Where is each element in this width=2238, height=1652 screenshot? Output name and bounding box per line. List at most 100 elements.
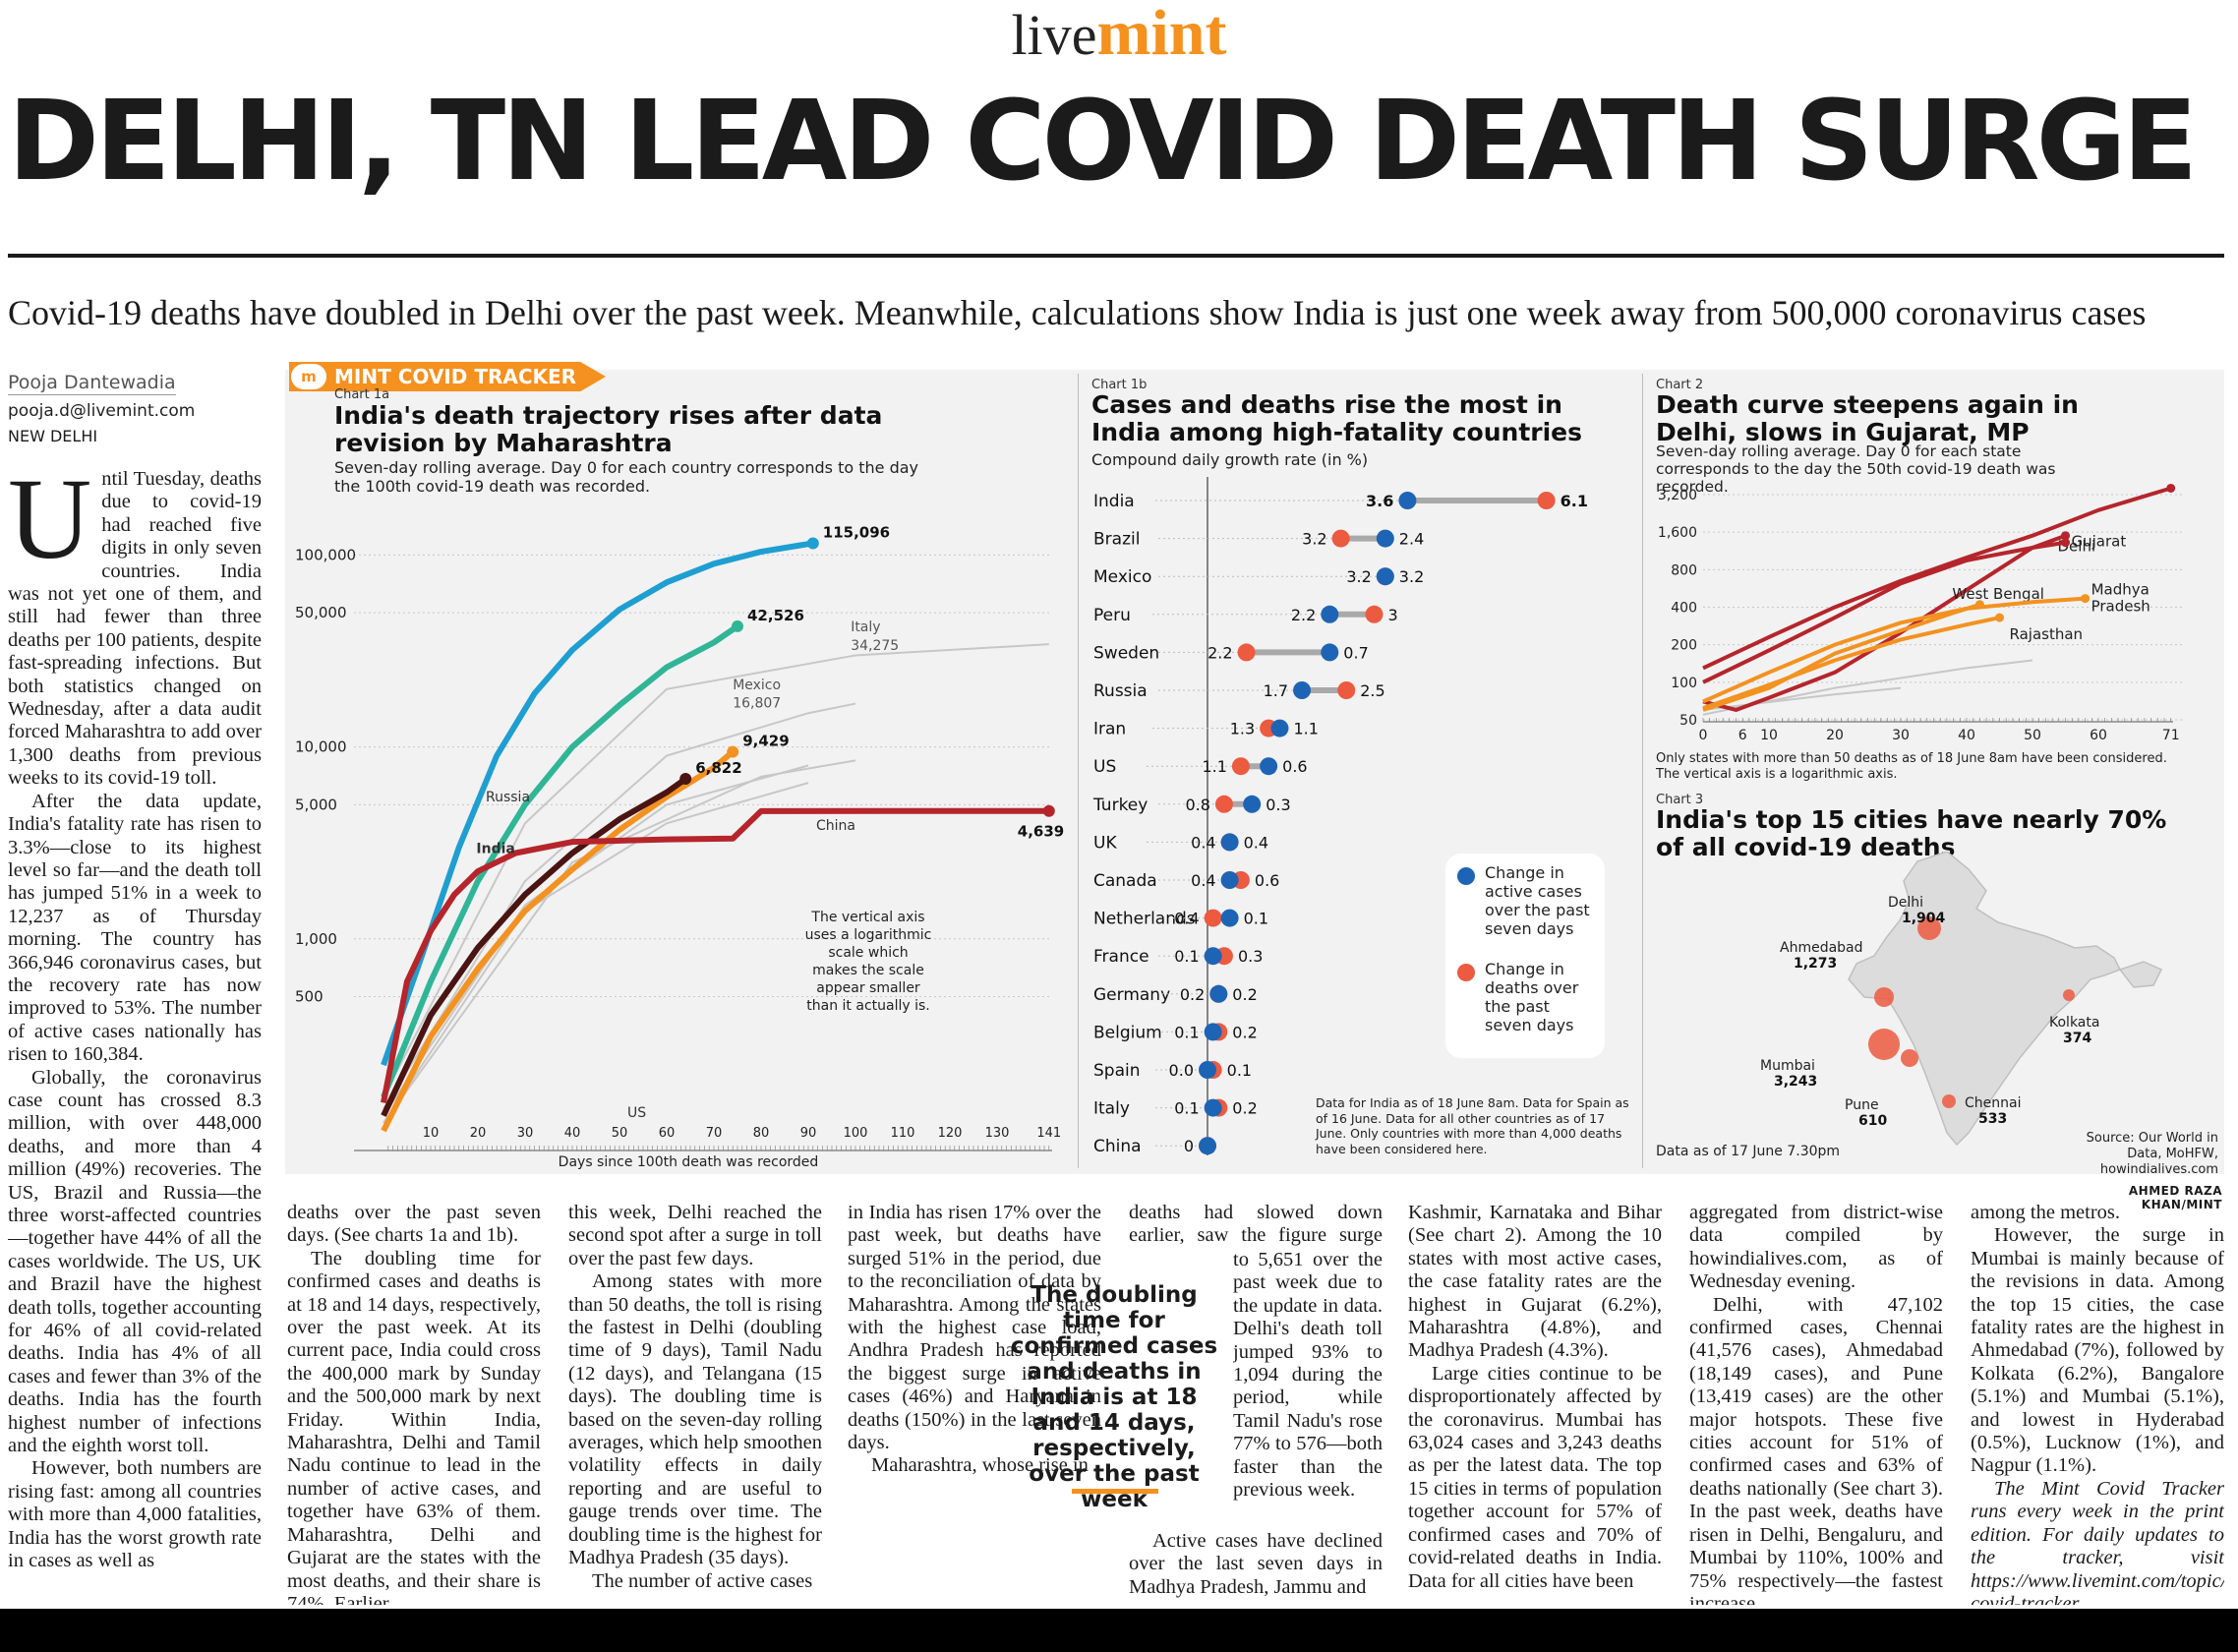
deaths-dot — [1237, 643, 1256, 662]
x-tick-label: 30 — [517, 1126, 534, 1141]
deaths-dot — [1537, 492, 1556, 509]
mint-logo-icon: m — [291, 364, 326, 389]
graphics-panel — [285, 370, 2224, 1174]
chart3-date-note: Data as of 17 June 7.30pm — [1656, 1144, 1841, 1159]
country-label: Turkey — [1092, 796, 1148, 815]
chart1b-title: Cases and deaths rise the most in India … — [1091, 390, 1582, 446]
y-tick-label: 1,600 — [1658, 525, 1697, 541]
legend-active-cases: Change in active cases over the past sev… — [1485, 863, 1590, 938]
value-label: 3.2 — [1399, 567, 1424, 586]
value-label: 0.2 — [1180, 985, 1205, 1004]
series-end-value: 9,429 — [742, 733, 789, 750]
chart1a-plot: 500 1,000 5,000 10,000 50,000 100,000 10 20 30 40… — [295, 523, 1064, 1170]
x-tick-label: 100 — [844, 1126, 868, 1141]
india-map-shape — [1848, 852, 2122, 1147]
deaths-dot — [1331, 529, 1350, 548]
country-label: Russia — [1093, 681, 1148, 701]
city-name: Ahmedabad — [1780, 940, 1863, 956]
x-axis-title: Days since 100th death was recorded — [559, 1154, 819, 1170]
value-label: 0.1 — [1174, 1099, 1199, 1118]
panel-divider — [1078, 374, 1079, 1168]
active-cases-dot — [1204, 1023, 1222, 1041]
active-cases-dot — [1199, 1061, 1216, 1079]
city-bubble — [1874, 987, 1894, 1007]
article-column-5-top: deaths had slowed down earlier, saw the … — [1129, 1202, 1383, 1249]
x-tick-label: 70 — [706, 1126, 723, 1141]
active-cases-dot — [1260, 757, 1278, 776]
value-label: 1.7 — [1264, 681, 1288, 700]
drop-cap: U — [8, 468, 92, 583]
state-label: Rajasthan — [2010, 625, 2084, 643]
state-end-marker — [2166, 483, 2176, 493]
x-tick-label: 30 — [1892, 728, 1910, 743]
chart1a-title: India's death trajectory rises after dat… — [334, 401, 883, 457]
city-deaths: 1,273 — [1794, 956, 1837, 972]
headline: DELHI, TN LEAD COVID DEATH SURGE — [8, 78, 2198, 206]
chart3-source: Source: Our World in Data, MoHFW, howind… — [2086, 1131, 2218, 1177]
y-tick-label: 5,000 — [295, 796, 337, 813]
value-label: 0.3 — [1266, 796, 1290, 814]
value-label: 0.7 — [1343, 643, 1368, 662]
footer-bar — [0, 1609, 2238, 1652]
x-tick-label: 60 — [659, 1126, 676, 1141]
x-tick-label: 10 — [1760, 728, 1778, 743]
state-label: Gujarat — [2072, 533, 2127, 551]
city-name: Mumbai — [1760, 1058, 1815, 1074]
india-northeast-shape — [2118, 961, 2163, 988]
deaths-dot — [1214, 795, 1233, 813]
value-label: 0.4 — [1191, 833, 1215, 852]
country-label: UK — [1093, 833, 1117, 853]
state-line-madhya-pradesh — [1702, 596, 2086, 704]
article-column-2: deaths over the past seven days. (See ch… — [287, 1202, 541, 1605]
city-name: Chennai — [1965, 1095, 2021, 1111]
x-tick-label: 6 — [1738, 728, 1747, 743]
city-bubble — [2063, 989, 2075, 1001]
series-line-russia — [381, 776, 687, 1117]
article-paragraph: However, the surge in Mumbai is mainly b… — [1971, 1224, 2224, 1477]
background-country-line — [383, 643, 1049, 1098]
series-end-value: 6,822 — [695, 759, 741, 777]
state-end-marker — [2061, 538, 2070, 548]
byline-email[interactable]: pooja.d@livemint.com — [8, 401, 196, 421]
value-label: 2.4 — [1399, 530, 1424, 549]
panel-divider — [1642, 374, 1643, 1168]
x-tick-label: 50 — [2024, 728, 2041, 743]
value-label: 0.8 — [1185, 796, 1209, 814]
city-name: Delhi — [1888, 895, 1923, 911]
masthead-logo: livemint — [0, 1, 2238, 67]
chart1b-plot: India 3.6 6.1 Brazil 3.2 2.4 Mexico 3.2 3.2 Peru 2… — [1092, 477, 1588, 1156]
mint-covid-tracker-tag: MINT COVID TRACKER — [289, 362, 607, 391]
logo-live: live — [1011, 3, 1097, 67]
series-line-us — [381, 540, 814, 1067]
active-cases-dot — [1243, 795, 1262, 813]
article-paragraph: aggregated from district-wise data compi… — [1689, 1202, 1943, 1293]
country-label: Italy — [1093, 1099, 1130, 1119]
article-paragraph: among the metros. — [1971, 1202, 2121, 1223]
active-cases-dot — [1204, 947, 1222, 966]
article-column-5-bottom: Active cases have declined over the last… — [1129, 1530, 1383, 1605]
value-label: 0.2 — [1232, 1023, 1257, 1041]
chart2-subtitle: Seven-day rolling average. Day 0 for eac… — [1656, 442, 2056, 496]
active-cases-dot — [1199, 1137, 1216, 1155]
city-name: Kolkata — [2049, 1015, 2099, 1031]
chart1b-legend: Change in active cases over the past sev… — [1445, 854, 1605, 1058]
city-bubble — [1901, 1049, 1918, 1067]
country-label: France — [1093, 947, 1149, 967]
background-country-line — [383, 782, 809, 1124]
x-tick-label: 60 — [2090, 728, 2107, 743]
country-label: Belgium — [1093, 1023, 1162, 1042]
article-paragraph: deaths had slowed down earlier, saw the … — [1129, 1202, 1383, 1249]
city-deaths: 3,243 — [1774, 1074, 1817, 1090]
article-paragraph: ntil Tuesday, deaths due to covid-19 had… — [8, 468, 262, 790]
active-cases-dot — [1376, 567, 1394, 586]
y-tick-label: 400 — [1671, 600, 1697, 616]
value-label: 3.6 — [1366, 492, 1393, 510]
value-label: 0.3 — [1238, 947, 1263, 966]
city-bubble — [1942, 1094, 1956, 1108]
dek: Covid-19 deaths have doubled in Delhi ov… — [8, 293, 2147, 332]
country-label: Sweden — [1093, 643, 1159, 663]
article-paragraph: Active cases have declined over the last… — [1129, 1530, 1383, 1598]
background-label-value: 16,807 — [733, 696, 781, 712]
chart2-title: Death curve steepens again in Delhi, slo… — [1656, 390, 2079, 446]
state-line-delhi — [1702, 533, 2067, 712]
